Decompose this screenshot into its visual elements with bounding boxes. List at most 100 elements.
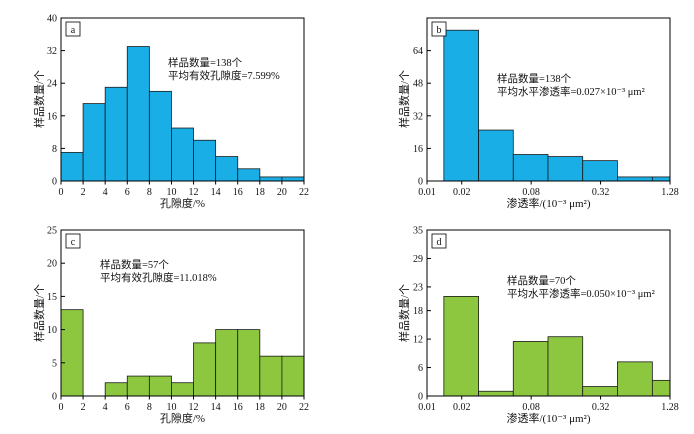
x-tick-label: 22 <box>299 187 309 198</box>
panel-label: a <box>71 25 76 36</box>
histogram-bar <box>259 355 283 397</box>
histogram-bar <box>617 176 653 182</box>
x-tick-label: 0.32 <box>592 402 610 413</box>
histogram-bar <box>547 336 584 397</box>
annotation-line: 样品数量=138个 <box>497 72 572 85</box>
histogram-bar <box>215 329 239 397</box>
histogram-bar <box>547 156 584 182</box>
y-tick-label: 25 <box>47 226 57 237</box>
x-tick-label: 12 <box>189 187 199 198</box>
plot-frame <box>426 17 671 182</box>
y-axis-label: 样品数量/个 <box>32 70 46 128</box>
annotation-line: 平均有效孔隙度=7.599% <box>168 69 280 82</box>
x-tick-label: 1.28 <box>661 187 679 198</box>
x-tick-label: 14 <box>211 402 221 413</box>
x-tick-label: 0.01 <box>418 402 436 413</box>
y-tick-label: 48 <box>413 79 423 90</box>
y-tick-label: 16 <box>47 111 57 122</box>
y-axis-label: 样品数量/个 <box>397 70 411 128</box>
y-tick-label: 16 <box>413 144 423 155</box>
histogram-bar <box>148 375 172 397</box>
y-tick-label: 15 <box>47 292 57 303</box>
histogram-bar <box>478 129 514 182</box>
y-tick-label: 64 <box>413 46 423 57</box>
chart-panel-c: 0 2 4 6 8 10 12 14 16 18 20 22 0 5 10 15 20 25 c 样品数量=57个平均… <box>32 226 309 426</box>
y-tick-label: 20 <box>47 259 57 270</box>
x-tick-label: 0 <box>59 187 64 198</box>
x-tick-label: 12 <box>189 402 199 413</box>
annotation-line: 样品数量=138个 <box>168 56 243 69</box>
histogram-bar <box>126 46 150 182</box>
panel-label-box <box>431 233 447 249</box>
x-tick-label: 0.02 <box>453 402 471 413</box>
histogram-bar <box>171 382 194 397</box>
chart-panel-b: 0.01 0.02 0.08 0.32 1.28 0 16 32 48 64 b 样品数量=138个平… <box>397 17 679 210</box>
annotation-line: 平均水平渗透率=0.050×10⁻³ μm² <box>507 287 655 300</box>
y-tick-label: 32 <box>413 111 423 122</box>
histogram-bar <box>104 86 128 182</box>
x-tick-label: 4 <box>103 187 108 198</box>
x-axis-label: 孔隙度/% <box>160 411 205 425</box>
histogram-bar <box>281 176 305 182</box>
histogram-bar <box>259 176 283 182</box>
histogram-bar <box>148 90 172 182</box>
histogram-bar <box>651 176 671 182</box>
plot-frame <box>60 229 305 397</box>
y-tick-label: 40 <box>47 14 57 25</box>
x-tick-label: 8 <box>147 402 152 413</box>
x-tick-label: 0 <box>59 402 64 413</box>
histogram-bar <box>237 168 261 182</box>
histogram-bar <box>651 379 671 397</box>
x-axis-label: 孔隙度/% <box>160 196 205 210</box>
x-tick-label: 0.02 <box>453 187 471 198</box>
x-tick-label: 6 <box>125 187 130 198</box>
histogram-bar <box>60 309 84 397</box>
annotation-line: 平均水平渗透率=0.027×10⁻³ μm² <box>497 85 645 98</box>
x-tick-label: 20 <box>277 187 287 198</box>
histogram-bar <box>193 139 217 182</box>
y-tick-label: 23 <box>413 282 423 293</box>
panel-label-box <box>65 21 81 37</box>
histogram-bar <box>104 382 128 397</box>
x-tick-label: 10 <box>166 402 176 413</box>
y-tick-label: 6 <box>418 363 423 374</box>
y-tick-label: 0 <box>52 392 57 403</box>
y-tick-label: 0 <box>418 177 423 188</box>
y-axis-label: 样品数量/个 <box>397 284 411 342</box>
x-tick-label: 16 <box>233 402 243 413</box>
panel-label-box <box>65 233 81 249</box>
plot-frame <box>426 229 671 397</box>
histogram-bar <box>443 29 479 182</box>
y-tick-label: 35 <box>413 226 423 237</box>
x-tick-label: 22 <box>299 402 309 413</box>
histogram-bar <box>281 355 305 397</box>
y-tick-label: 8 <box>52 144 57 155</box>
x-tick-label: 6 <box>125 402 130 413</box>
plot-frame <box>60 17 305 182</box>
histogram-bar <box>443 295 479 397</box>
histogram-bar <box>582 386 618 397</box>
x-tick-label: 14 <box>211 187 221 198</box>
x-tick-label: 18 <box>255 187 265 198</box>
x-tick-label: 10 <box>166 187 176 198</box>
y-tick-label: 0 <box>52 177 57 188</box>
panel-label: c <box>71 237 76 248</box>
x-tick-label: 8 <box>147 187 152 198</box>
y-tick-label: 24 <box>47 79 57 90</box>
histogram-bar <box>82 103 106 182</box>
x-axis-label: 渗透率/(10⁻³ μm²) <box>507 196 591 210</box>
histogram-bar <box>512 154 549 182</box>
panel-label: d <box>437 237 442 248</box>
histogram-bar <box>126 375 150 397</box>
y-axis-label: 样品数量/个 <box>32 284 46 342</box>
histogram-bar <box>237 329 261 397</box>
y-tick-label: 0 <box>418 392 423 403</box>
histogram-bar <box>193 342 217 397</box>
x-tick-label: 0.01 <box>418 187 436 198</box>
y-tick-label: 10 <box>47 325 57 336</box>
x-tick-label: 0.08 <box>522 402 540 413</box>
histogram-bar <box>478 390 514 397</box>
x-tick-label: 20 <box>277 402 287 413</box>
y-tick-label: 18 <box>413 306 423 317</box>
